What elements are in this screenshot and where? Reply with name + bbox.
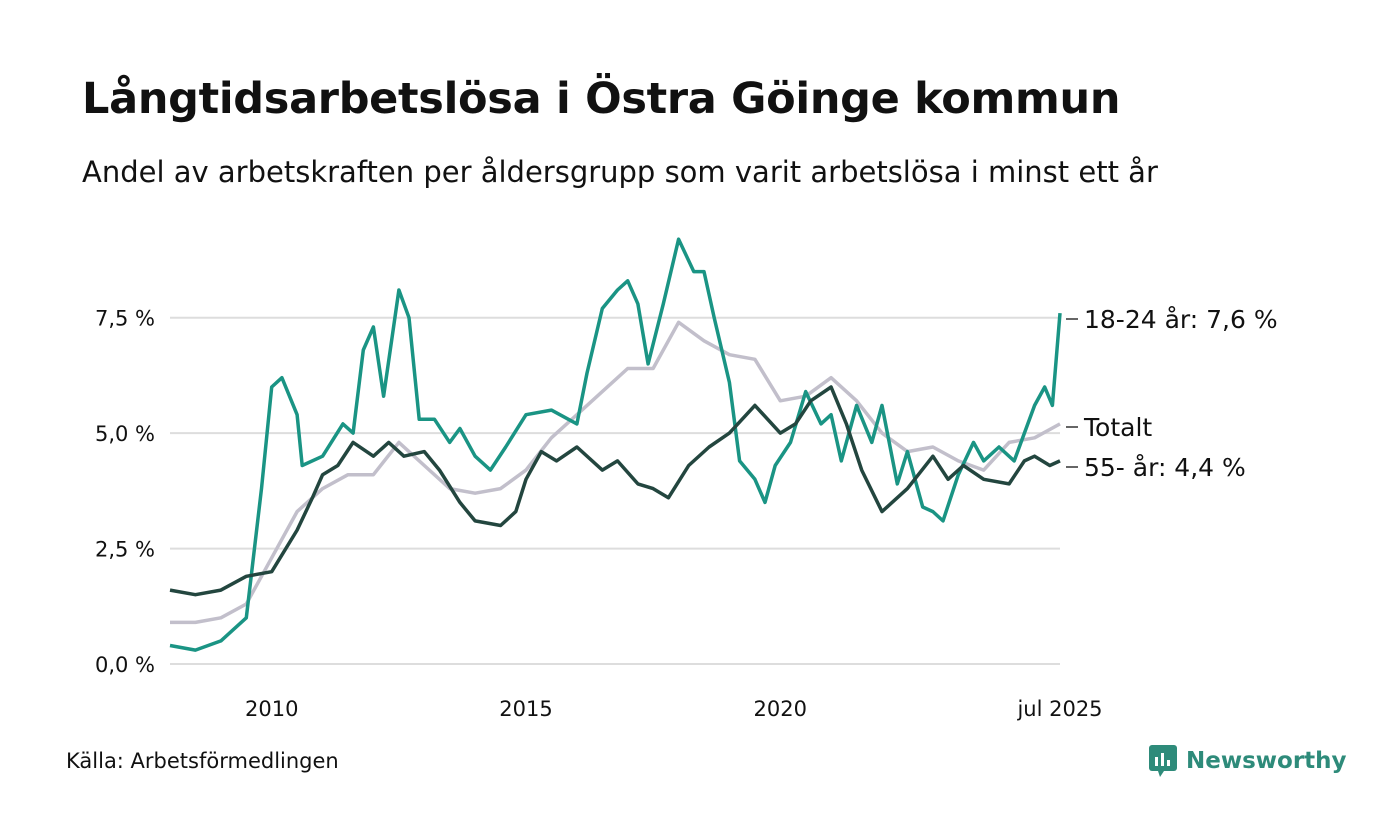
y-tick-label: 0,0 %	[95, 653, 155, 677]
x-tick-label: 2015	[499, 697, 552, 721]
x-tick-label: jul 2025	[1016, 697, 1102, 721]
series-line	[170, 320, 1061, 625]
series-end-label: Totalt	[1083, 413, 1152, 442]
y-tick-label: 7,5 %	[95, 307, 155, 331]
x-tick-label: 2010	[245, 697, 298, 721]
series-line	[169, 385, 1061, 597]
series-line	[169, 237, 1062, 652]
source-note: Källa: Arbetsförmedlingen	[66, 749, 339, 773]
brand-logo: Newsworthy	[1148, 744, 1347, 778]
x-tick-label: 2020	[754, 697, 807, 721]
y-tick-label: 2,5 %	[95, 538, 155, 562]
line-chart: 0,0 % 2,5 % 5,0 % 7,5 % 2010 2015 2020 jul 2025…	[95, 237, 1278, 721]
brand-name: Newsworthy	[1186, 748, 1347, 774]
newsworthy-icon	[1149, 745, 1177, 777]
chart-subtitle: Andel av arbetskraften per åldersgrupp s…	[82, 155, 1158, 189]
series-end-label: 18-24 år: 7,6 %	[1084, 305, 1278, 334]
chart-title: Långtidsarbetslösa i Östra Göinge kommun	[82, 74, 1121, 124]
series-end-label: 55- år: 4,4 %	[1084, 453, 1246, 482]
y-tick-label: 5,0 %	[95, 422, 155, 446]
